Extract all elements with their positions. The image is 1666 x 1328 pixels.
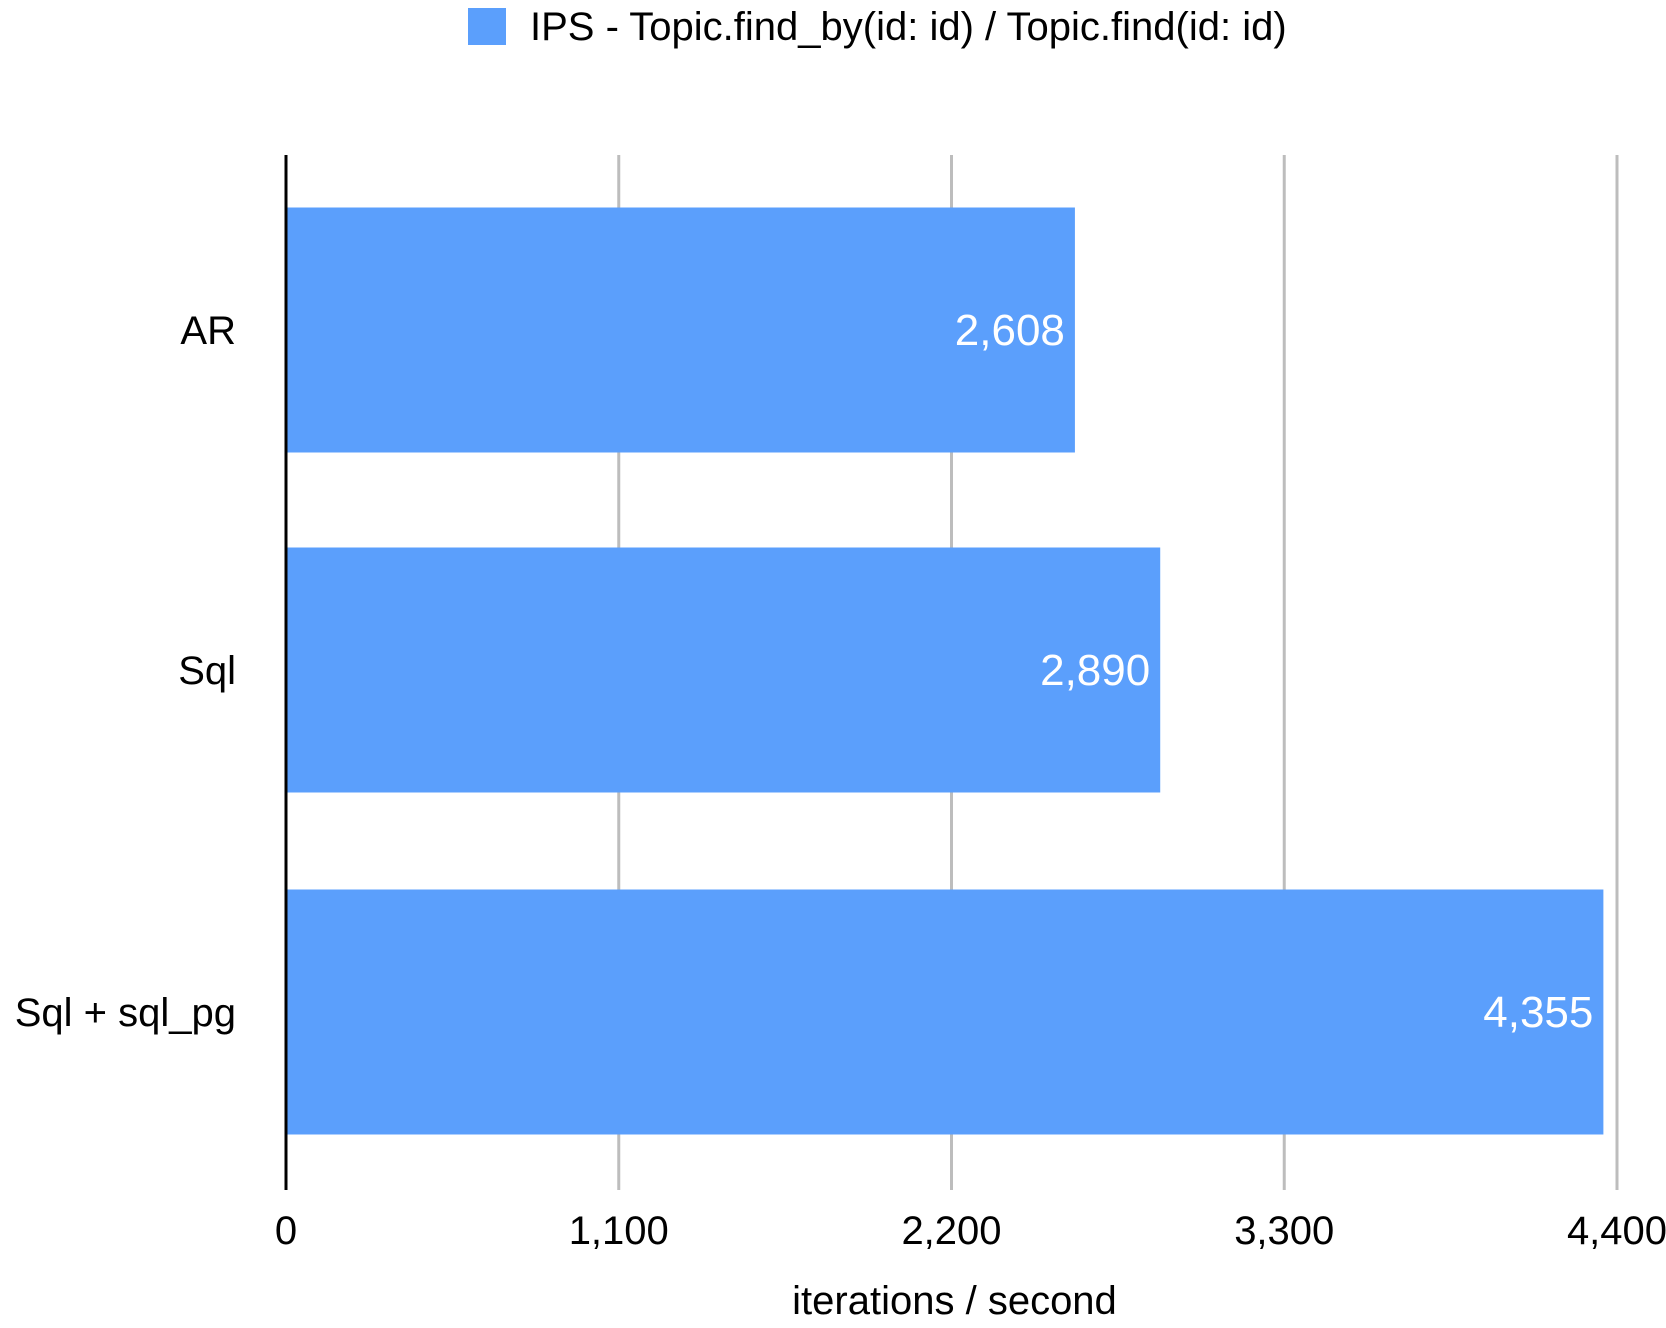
- data-label-2: 4,355: [1483, 988, 1593, 1037]
- bar-2: [286, 889, 1604, 1135]
- category-labels: AR Sql Sql + sql_pg: [15, 309, 236, 1035]
- category-label-0: AR: [180, 309, 236, 353]
- bars: [286, 207, 1604, 1135]
- bar-1: [286, 547, 1161, 793]
- x-tick-label-2: 2,200: [901, 1209, 1001, 1253]
- x-tick-label-0: 0: [275, 1209, 297, 1253]
- category-label-2: Sql + sql_pg: [15, 991, 236, 1035]
- category-label-1: Sql: [178, 649, 236, 693]
- x-tick-labels: 0 1,100 2,200 3,300 4,400: [275, 1209, 1666, 1253]
- bar-0: [286, 207, 1075, 453]
- legend: IPS - Topic.find_by(id: id) / Topic.find…: [468, 5, 1287, 49]
- data-labels: 2,608 2,890 4,355: [955, 306, 1594, 1037]
- legend-swatch: [468, 8, 506, 45]
- x-tick-label-3: 3,300: [1234, 1209, 1334, 1253]
- x-axis-title: iterations / second: [792, 1279, 1117, 1323]
- data-label-0: 2,608: [955, 306, 1065, 355]
- legend-label: IPS - Topic.find_by(id: id) / Topic.find…: [530, 5, 1287, 49]
- data-label-1: 2,890: [1040, 646, 1150, 695]
- x-tick-label-4: 4,400: [1567, 1209, 1666, 1253]
- x-tick-label-1: 1,100: [569, 1209, 669, 1253]
